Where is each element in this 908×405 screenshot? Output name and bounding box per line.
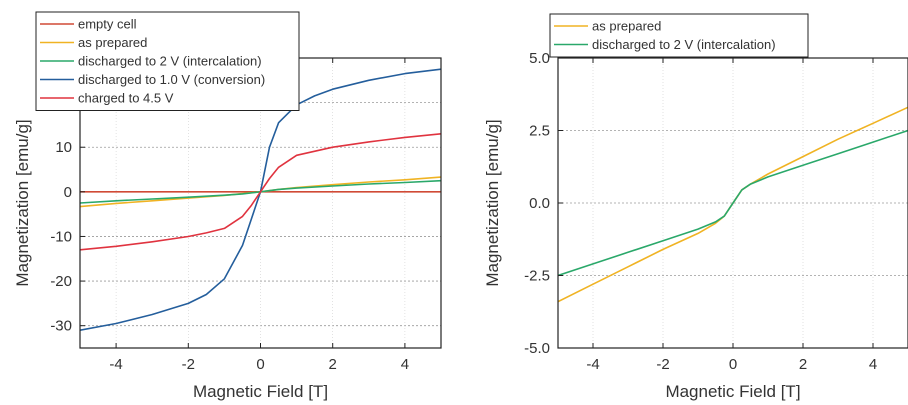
x-axis-title: Magnetic Field [T]: [665, 382, 800, 401]
y-tick-label: 0: [64, 184, 72, 201]
series-line-1: [558, 129, 908, 277]
legend-label-0: empty cell: [78, 17, 137, 32]
y-tick-label: 5.0: [529, 50, 550, 67]
legend-box: [35, 11, 300, 111]
x-tick-label: 4: [869, 356, 877, 373]
x-tick-label: 0: [256, 356, 264, 373]
y-tick-label: -20: [50, 273, 72, 290]
y-tick-label: -30: [50, 318, 72, 335]
legend-label-4: charged to 4.5 V: [78, 91, 174, 106]
legend-label-0: as prepared: [592, 19, 661, 34]
legend-label-3: discharged to 1.0 V (conversion): [78, 72, 265, 87]
y-axis-title: Magnetization [emu/g]: [13, 119, 32, 286]
x-tick-label: -4: [109, 356, 122, 373]
x-tick-label: -4: [586, 356, 599, 373]
right-panel: -4 -2 0 2 4 -5.0 -2.5 0.0 2.5 5.0 Magnetic Field […: [483, 13, 908, 401]
x-tick-label: 2: [799, 356, 807, 373]
y-tick-label: -10: [50, 228, 72, 245]
y-tick-label: -2.5: [524, 268, 550, 285]
x-tick-label: -2: [656, 356, 669, 373]
x-axis-title: Magnetic Field [T]: [193, 382, 328, 401]
series-line-4: [80, 133, 441, 251]
y-tick-label: 0.0: [529, 195, 550, 212]
series-group: [80, 68, 441, 331]
x-tick-label: 4: [401, 356, 409, 373]
legend-label-2: discharged to 2 V (intercalation): [78, 54, 262, 69]
x-tick-label: 0: [729, 356, 737, 373]
y-axis-title: Magnetization [emu/g]: [483, 119, 502, 286]
x-tick-label: 2: [329, 356, 337, 373]
series-group: [558, 106, 908, 303]
y-tick-label: 10: [55, 139, 72, 156]
y-tick-label: -5.0: [524, 340, 550, 357]
legend-label-1: discharged to 2 V (intercalation): [592, 37, 776, 52]
legend-box: [549, 13, 809, 58]
legend-label-1: as prepared: [78, 35, 147, 50]
y-tick-label: 2.5: [529, 123, 550, 140]
x-tick-label: -2: [182, 356, 195, 373]
